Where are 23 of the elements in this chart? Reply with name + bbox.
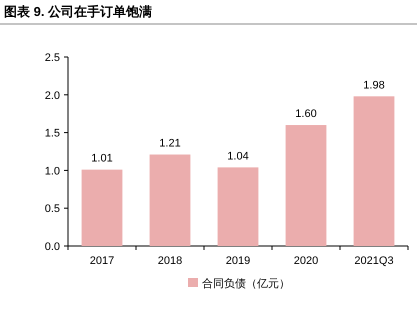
bar [82, 170, 122, 246]
x-tick-label: 2021Q3 [354, 255, 394, 267]
bar [286, 125, 326, 246]
data-label: 1.98 [363, 79, 385, 92]
data-label: 1.04 [227, 150, 249, 162]
data-label: 1.01 [91, 152, 113, 165]
bar [218, 167, 258, 246]
x-tick-label: 2018 [158, 255, 182, 267]
legend-label: 合同负债（亿元） [202, 277, 290, 290]
data-label: 1.60 [295, 108, 317, 120]
bar [354, 96, 394, 246]
y-tick-label: 1.5 [44, 128, 60, 140]
x-tick-label: 2017 [90, 255, 114, 267]
x-tick-label: 2020 [294, 255, 318, 267]
chart-title: 图表 9. 公司在手订单饱满 [4, 4, 152, 19]
y-tick-label: 1.0 [44, 165, 60, 178]
y-tick-label: 0.0 [44, 241, 60, 253]
data-label: 1.21 [159, 138, 181, 150]
bar [150, 154, 190, 246]
x-tick-label: 2019 [226, 255, 250, 267]
y-tick-label: 2.5 [44, 52, 60, 64]
y-tick-label: 0.5 [44, 203, 60, 216]
y-tick-label: 2.0 [44, 90, 60, 102]
